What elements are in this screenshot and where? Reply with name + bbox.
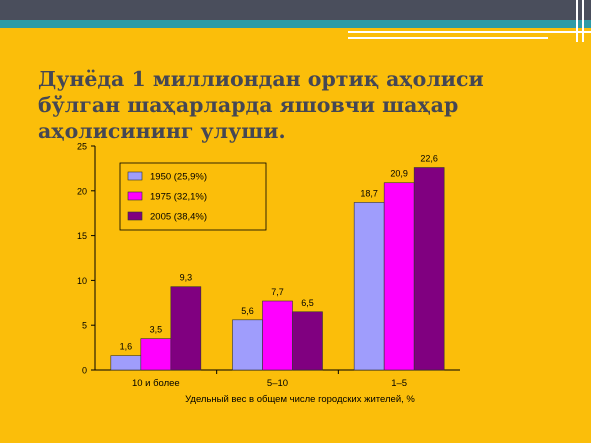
bar-value-label: 3,5 xyxy=(150,325,163,335)
x-axis-label: Удельный вес в общем числе городских жит… xyxy=(185,394,415,405)
y-tick-label: 10 xyxy=(77,276,87,286)
y-tick-label: 25 xyxy=(77,142,87,152)
legend-swatch xyxy=(127,211,143,221)
bar xyxy=(110,355,142,371)
legend-swatch xyxy=(127,191,143,201)
chart-data-labels: 1,6 3,5 9,3 5,6 7,7 6,5 18,7 20,9 22,6 xyxy=(120,154,438,352)
bar-value-label: 6,5 xyxy=(301,298,314,308)
bar xyxy=(232,319,263,371)
top-bar xyxy=(0,0,591,20)
bar-value-label: 9,3 xyxy=(180,273,193,283)
bar-value-label: 18,7 xyxy=(360,188,378,198)
legend-label: 1975 (32,1%) xyxy=(150,192,207,203)
bar xyxy=(353,202,385,371)
chart-bars xyxy=(110,167,445,371)
legend-label: 1950 (25,9%) xyxy=(150,172,207,183)
slide-title-line-2: бўлган шаҳарларда яшовчи шаҳар xyxy=(38,93,459,117)
decorative-line-1 xyxy=(348,31,591,33)
bar-value-label: 1,6 xyxy=(120,342,133,352)
x-tick-label: 10 и более xyxy=(132,378,180,389)
bar xyxy=(262,300,293,371)
bar-value-label: 5,6 xyxy=(241,306,254,316)
bar xyxy=(292,311,323,371)
slide-title-line-1: Дунёда 1 миллиондан ортиқ аҳолиси xyxy=(38,67,484,91)
bar xyxy=(383,182,415,371)
top-accent-stripe xyxy=(0,20,591,28)
bar-value-label: 7,7 xyxy=(271,287,284,297)
decorative-vertical-1 xyxy=(576,0,578,42)
slide-title-line-3: аҳолисининг улуши. xyxy=(38,119,286,143)
bar-value-label: 22,6 xyxy=(420,154,438,164)
decorative-vertical-2 xyxy=(582,0,584,42)
bar xyxy=(140,338,172,371)
y-tick-label: 0 xyxy=(82,366,87,376)
decorative-line-2 xyxy=(348,37,548,39)
y-tick-label: 15 xyxy=(77,231,87,241)
legend-swatch xyxy=(127,171,143,181)
legend-label: 2005 (38,4%) xyxy=(150,212,207,223)
x-tick-label: 1–5 xyxy=(391,378,407,389)
y-tick-label: 5 xyxy=(82,321,87,331)
bar xyxy=(170,286,202,371)
y-tick-label: 20 xyxy=(77,186,87,196)
chart-legend: 1950 (25,9%) 1975 (32,1%) 2005 (38,4%) xyxy=(119,162,267,231)
legend-box xyxy=(119,162,267,231)
bar xyxy=(413,167,445,371)
slide-title: Дунёда 1 миллиондан ортиқ аҳолиси бўлган… xyxy=(38,66,558,144)
x-tick-label: 5–10 xyxy=(267,378,288,389)
bar-value-label: 20,9 xyxy=(390,169,408,179)
